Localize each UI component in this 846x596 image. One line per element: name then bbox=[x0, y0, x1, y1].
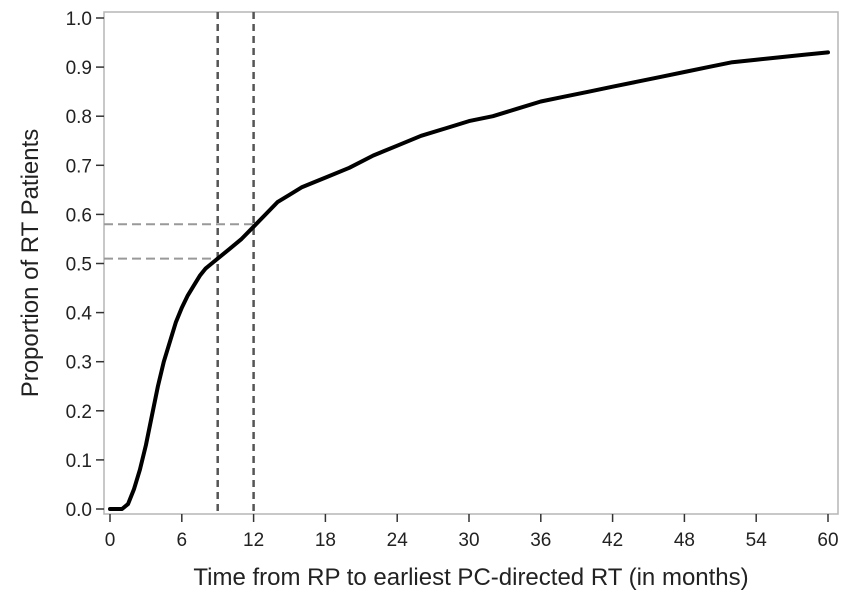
y-tick-label: 0.2 bbox=[66, 402, 92, 423]
series-layer bbox=[108, 50, 830, 511]
y-tick-label: 0.3 bbox=[66, 353, 92, 374]
y-tick-label: 0.6 bbox=[66, 205, 92, 226]
series-line bbox=[108, 50, 830, 511]
y-tick-label: 0.8 bbox=[66, 107, 92, 128]
y-tick-label: 0.4 bbox=[66, 304, 93, 325]
x-tick-label: 60 bbox=[817, 530, 838, 551]
y-axis-title: Proportion of RT Patients bbox=[17, 129, 44, 398]
x-tick-label: 6 bbox=[177, 530, 188, 551]
x-axis-title: Time from RP to earliest PC-directed RT … bbox=[193, 564, 748, 591]
x-tick-label: 18 bbox=[315, 530, 336, 551]
y-axis-ticks: 0.0 0.1 0.2 0.3 0.4 0.5 0.6 0.7 0.8 0.9 1.0 bbox=[66, 9, 104, 521]
x-tick-label: 48 bbox=[674, 530, 695, 551]
x-tick-label: 0 bbox=[105, 530, 116, 551]
x-tick-label: 24 bbox=[387, 530, 409, 551]
x-axis-ticks: 0 6 12 18 24 30 36 42 48 54 60 bbox=[105, 514, 839, 551]
y-tick-label: 0.1 bbox=[66, 451, 92, 472]
y-tick-label: 0.9 bbox=[66, 58, 92, 79]
x-tick-label: 42 bbox=[602, 530, 623, 551]
y-tick-label: 1.0 bbox=[66, 9, 92, 30]
x-tick-label: 12 bbox=[243, 530, 264, 551]
reference-lines bbox=[104, 12, 255, 514]
x-tick-label: 36 bbox=[530, 530, 551, 551]
x-tick-label: 30 bbox=[458, 530, 479, 551]
y-tick-label: 0.0 bbox=[66, 500, 92, 521]
x-tick-label: 54 bbox=[746, 530, 768, 551]
y-tick-label: 0.7 bbox=[66, 156, 92, 177]
y-tick-label: 0.5 bbox=[66, 255, 92, 276]
